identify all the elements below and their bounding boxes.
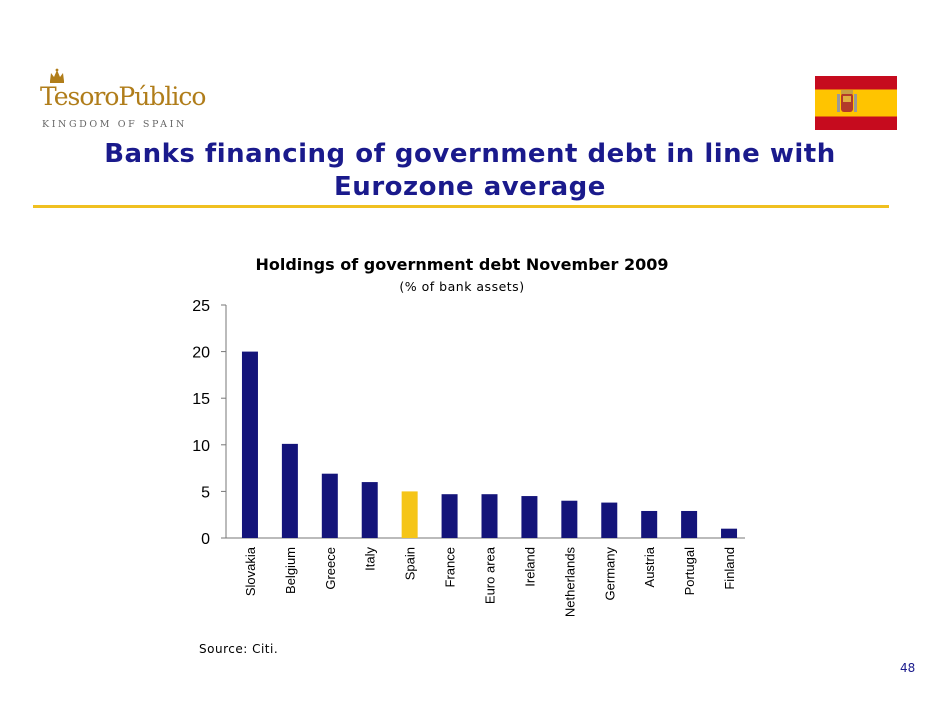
bar-spain [401,491,418,538]
tesoro-publico-logo: TesoroPúblico KINGDOM OF SPAIN [38,68,206,138]
bar-finland [721,528,738,538]
x-tick-label: Germany [602,547,617,601]
logo-subtitle: KINGDOM OF SPAIN [42,119,187,130]
bar-netherlands [561,500,578,538]
title-line-2: Eurozone average [334,172,606,202]
logo-word-tesoro: Tesoro [40,82,119,111]
x-tick-label: Netherlands [562,547,577,618]
y-tick-label: 20 [192,345,210,362]
title-line-1: Banks financing of government debt in li… [104,139,836,169]
slide-title: Banks financing of government debt in li… [40,138,900,204]
y-tick-label: 25 [192,298,210,315]
x-tick-label: Euro area [483,546,498,604]
bar-belgium [281,443,298,538]
title-divider [33,205,889,208]
chart-subtitle: (% of bank assets) [399,279,524,294]
chart-title: Holdings of government debt November 200… [255,255,668,274]
source-note: Source: Citi. [199,642,279,656]
bar-greece [321,473,338,538]
x-tick-label: Spain [403,547,418,580]
spain-flag-icon [815,76,897,130]
bars [241,351,738,538]
logo-wordmark: TesoroPúblico [40,82,206,111]
x-tick-label: Slovakia [243,546,258,596]
page-number: 48 [900,661,916,675]
bar-italy [361,482,378,538]
y-tick-label: 0 [201,531,210,548]
logo-word-publico: Público [118,82,206,111]
y-tick-label: 10 [192,438,210,455]
bar-portugal [681,510,698,538]
x-axis-labels: Slovakia Belgium Greece Italy Spain France Eur… [243,546,737,617]
bar-slovakia [241,351,258,538]
bar-ireland [521,496,538,538]
y-tick-label: 15 [192,391,210,408]
x-tick-label: Belgium [283,547,298,594]
y-tick-label: 5 [201,484,210,501]
x-tick-label: Austria [642,546,657,587]
x-tick-label: Finland [722,547,737,590]
y-axis-ticks: 0 5 10 15 20 25 [192,298,226,548]
x-tick-label: Greece [323,547,338,590]
bar-germany [601,502,618,538]
bar-austria [641,510,658,538]
bar-euro-area [481,494,498,538]
x-tick-label: Italy [363,547,378,571]
x-tick-label: France [443,547,458,587]
x-tick-label: Ireland [522,547,537,587]
crown-icon [50,68,64,83]
x-tick-label: Portugal [682,547,697,596]
bar-france [441,494,458,538]
